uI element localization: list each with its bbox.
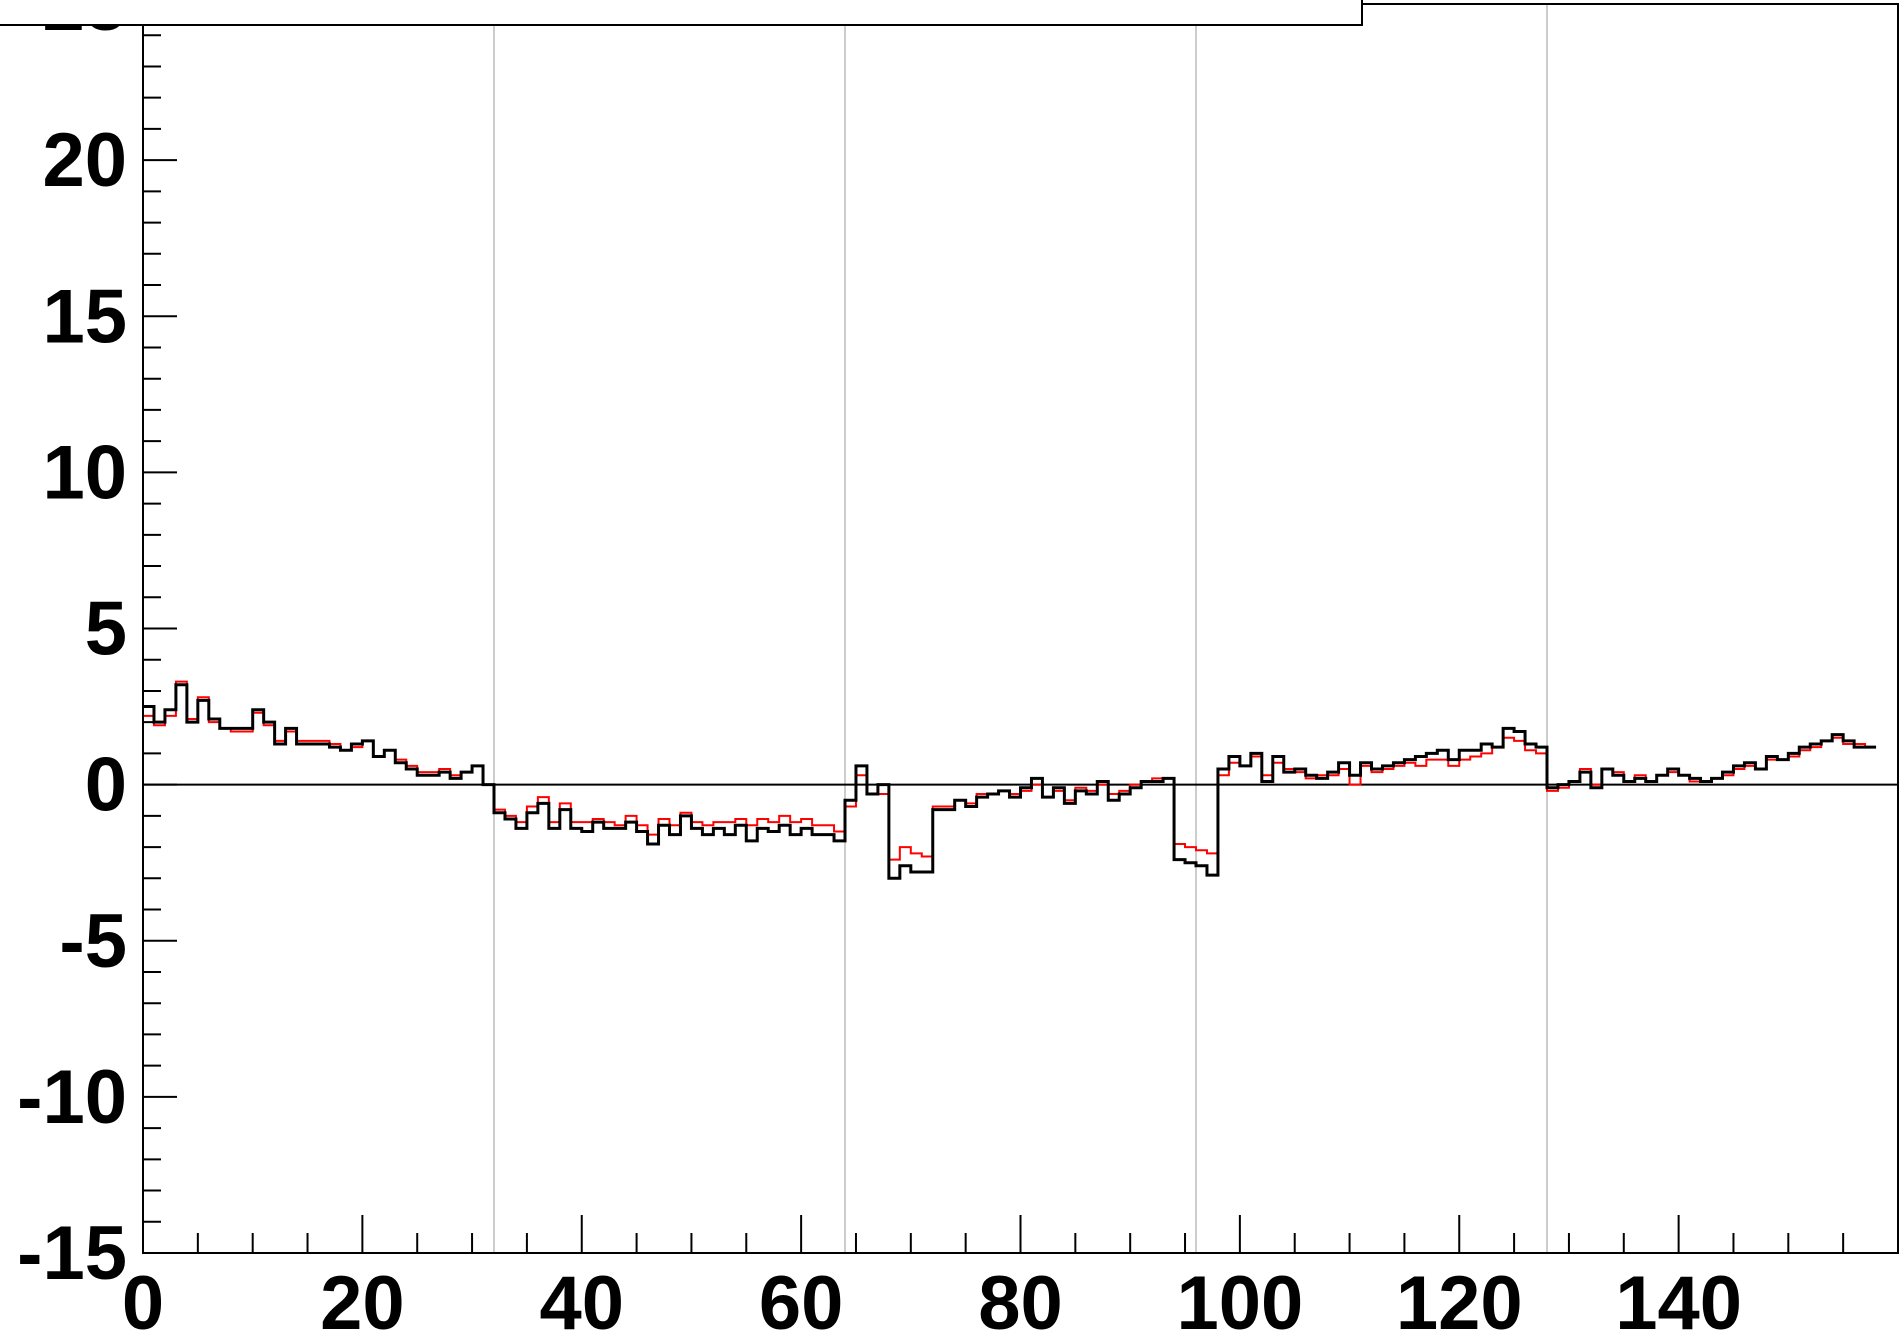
y-tick-label: 0	[85, 743, 127, 828]
y-tick-label: 20	[42, 118, 127, 203]
x-tick-label: 40	[539, 1261, 624, 1340]
grid-layer	[143, 4, 1898, 1253]
y-tick-label: 5	[85, 587, 127, 672]
plot-frame	[142, 3, 1899, 1254]
y-tick-label: 10	[42, 430, 127, 515]
series-layer	[143, 680, 1877, 880]
x-tick-label: 100	[1176, 1261, 1303, 1340]
x-tick-label: 20	[320, 1261, 405, 1340]
x-tick-label: 80	[978, 1261, 1063, 1340]
x-tick-label: 120	[1396, 1261, 1523, 1340]
header-box	[0, 0, 1363, 26]
series-red-line	[143, 680, 1877, 861]
label-layer: -15-10-50510152025020406080100120140	[17, 0, 1742, 1340]
axis-layer	[142, 3, 1899, 1254]
x-tick-label: 140	[1615, 1261, 1742, 1340]
y-tick-label: -10	[17, 1055, 127, 1140]
series-black-line	[143, 683, 1877, 880]
y-tick-label: -5	[59, 899, 127, 984]
y-tick-label: 15	[42, 274, 127, 359]
x-tick-label: 0	[122, 1261, 164, 1340]
y-tick-label: -15	[17, 1211, 127, 1296]
x-tick-label: 60	[759, 1261, 844, 1340]
